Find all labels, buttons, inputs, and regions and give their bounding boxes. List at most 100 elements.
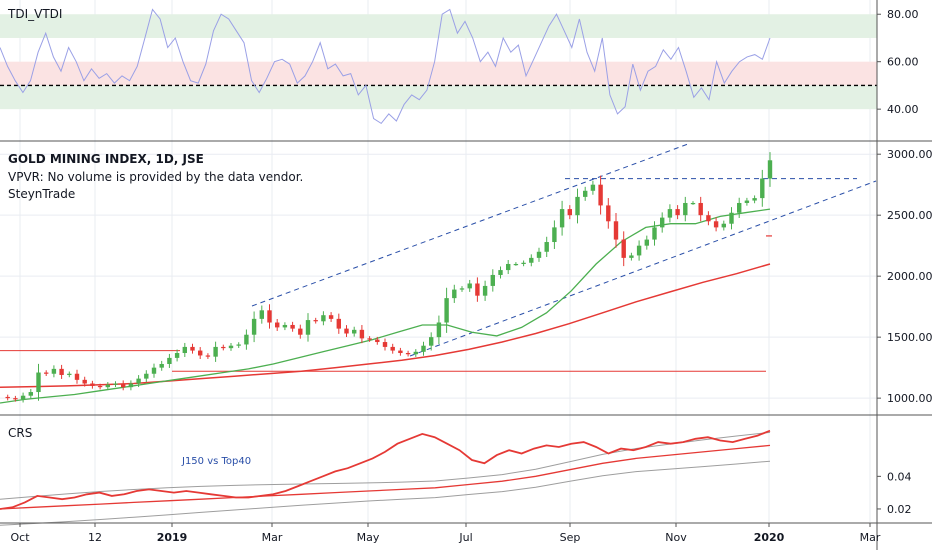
oscillator-axis-tick-label: 60.00	[887, 56, 919, 69]
candle-body	[421, 345, 426, 352]
price-axis-tick-label: 2000.00	[887, 270, 932, 283]
candle-body	[690, 202, 696, 205]
candle-body	[228, 345, 234, 349]
vpvr-note: VPVR: No volume is provided by the data …	[8, 170, 304, 184]
oscillator-axis-tick-label: 80.00	[887, 8, 919, 21]
crs-pane	[0, 429, 771, 526]
candle-body	[221, 346, 226, 349]
candle-body	[752, 198, 757, 201]
candle-body	[321, 315, 326, 322]
candle-body	[737, 202, 742, 213]
candle-body	[767, 160, 773, 179]
channel-lower-line	[409, 180, 877, 357]
candle-body	[698, 202, 703, 216]
candle-body	[105, 384, 110, 388]
price-axis-tick-label: 1000.00	[887, 392, 932, 405]
candle-body	[721, 223, 726, 228]
candle-body	[359, 329, 365, 339]
candle-body	[482, 285, 488, 296]
candle-body	[683, 202, 688, 216]
date-tick-label: May	[357, 531, 380, 544]
candle-body	[375, 339, 380, 343]
candle-body	[760, 178, 765, 199]
candle-body	[475, 283, 480, 296]
candle-body	[36, 372, 41, 393]
crs-lower-band	[0, 460, 771, 526]
candle-body	[275, 322, 280, 328]
price-axis-tick-label: 3000.00	[887, 148, 932, 161]
candle-body	[51, 368, 57, 374]
candle-body	[521, 262, 526, 264]
candle-body	[413, 351, 418, 355]
candle-body	[621, 239, 626, 258]
candle-body	[529, 257, 534, 263]
candle-body	[5, 396, 10, 399]
candle-body	[290, 324, 295, 329]
candle-body	[44, 372, 49, 374]
candle-body	[259, 310, 264, 319]
oscillator-zone-0	[0, 14, 877, 38]
candle-body	[667, 209, 673, 218]
candle-body	[144, 373, 149, 379]
author-note: SteynTrade	[8, 187, 76, 201]
candle-body	[198, 350, 203, 356]
candle-body	[251, 318, 257, 335]
price-pane	[0, 143, 877, 404]
moving-average-short	[0, 208, 771, 404]
candle-body	[121, 383, 126, 388]
candle-body	[97, 385, 103, 388]
candle-body	[544, 242, 549, 252]
candle-body	[382, 342, 388, 347]
date-tick-label: Nov	[665, 531, 687, 544]
candle-body	[151, 367, 157, 374]
candle-body	[205, 355, 211, 357]
date-axis: Oct 12 2019 Mar May Jul Sep Nov 2020 Mar	[10, 523, 881, 544]
candle-body	[506, 263, 511, 271]
crs-annotation: J150 vs Top40	[181, 456, 251, 467]
candle-body	[498, 270, 503, 275]
candle-body	[405, 353, 411, 355]
date-tick-label: 2020	[754, 531, 785, 544]
candle-body	[20, 395, 26, 400]
oscillator-pane	[0, 0, 877, 522]
candle-body	[367, 338, 372, 340]
candle-body	[136, 378, 141, 384]
candle-body	[390, 346, 395, 351]
candle-body	[282, 324, 288, 328]
candle-body	[59, 368, 64, 375]
candle-body	[328, 315, 334, 319]
candle-body	[744, 200, 750, 203]
price-pane-title: GOLD MINING INDEX, 1D, JSE	[8, 152, 204, 166]
candle-body	[174, 353, 180, 358]
candle-body	[652, 227, 657, 240]
crs-upper-band	[0, 431, 771, 500]
candle-body	[336, 318, 341, 329]
candle-body	[706, 215, 711, 222]
date-tick-label: Mar	[262, 531, 283, 544]
crs-line	[0, 429, 771, 510]
date-tick-label: 12	[88, 531, 102, 544]
candle-body	[128, 383, 134, 388]
date-tick-label: Jul	[458, 531, 472, 544]
oscillator-title: TDI_VTDI	[8, 7, 63, 21]
candle-body	[352, 329, 357, 334]
candle-body	[313, 320, 318, 322]
candle-body	[159, 363, 164, 368]
channel-upper-line	[251, 143, 689, 307]
candle-body	[636, 245, 642, 256]
crs-axis-tick-label: 0.04	[887, 470, 912, 483]
date-tick-label: Mar	[860, 531, 881, 544]
candle-body	[729, 212, 734, 224]
price-axis-tick-label: 2500.00	[887, 209, 932, 222]
oscillator-axis-tick-label: 40.00	[887, 103, 919, 116]
crs-smoothed-line	[0, 444, 771, 510]
candle-body	[244, 334, 249, 345]
candle-body	[429, 337, 434, 346]
candle-body	[459, 288, 465, 290]
candle-body	[167, 357, 172, 364]
candle-body	[452, 289, 457, 299]
candle-body	[28, 392, 33, 396]
moving-average-long	[0, 263, 771, 388]
candle-body	[598, 184, 603, 206]
